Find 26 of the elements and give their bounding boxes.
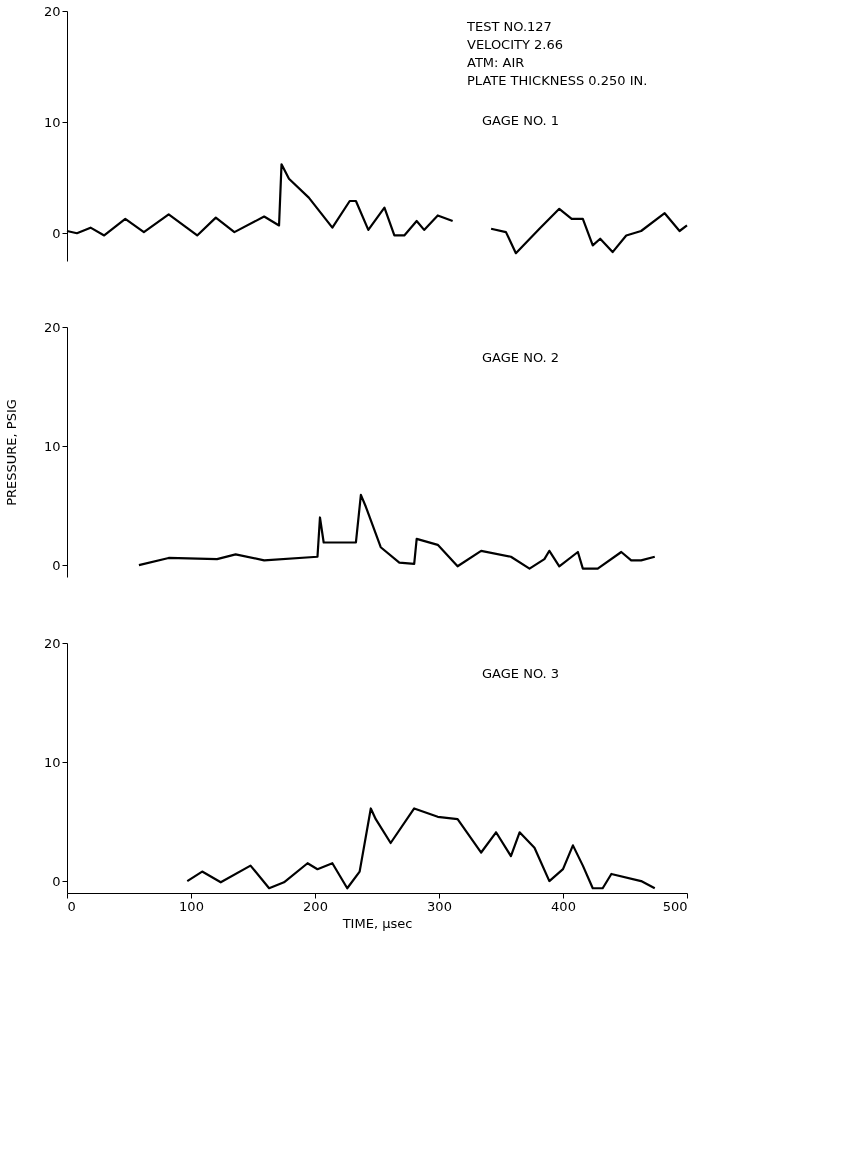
y-tick-label: 10 [43, 754, 61, 770]
line-series [137, 493, 656, 570]
x-tick-label: 400 [551, 898, 576, 914]
x-axis-title: TIME, µsec [341, 915, 413, 931]
annotation: GAGE NO. 3 [482, 666, 560, 681]
x-tick-label: 200 [303, 898, 328, 914]
annotation: PLATE THICKNESS 0.250 IN. [467, 73, 648, 88]
y-tick-label: 0 [52, 225, 61, 241]
annotation: GAGE NO. 2 [482, 350, 560, 365]
x-tick-label: 0 [67, 898, 76, 914]
y-tick-label: 20 [43, 3, 61, 19]
x-tick-label: 100 [179, 898, 204, 914]
y-tick-label: 20 [43, 319, 61, 335]
annotation: GAGE NO. 1 [482, 113, 560, 128]
y-axis-title: PRESSURE, PSIG [3, 399, 19, 506]
y-tick-label: 0 [52, 873, 61, 889]
y-tick-label: 0 [52, 557, 61, 573]
annotation: VELOCITY 2.66 [467, 37, 563, 52]
annotation: TEST NO.127 [466, 19, 552, 34]
x-tick-label: 300 [427, 898, 452, 914]
y-tick-label: 20 [43, 635, 61, 651]
annotation: ATM: AIR [467, 55, 525, 70]
y-tick-label: 10 [43, 114, 61, 130]
line-series [186, 807, 656, 890]
y-tick-label: 10 [43, 438, 61, 454]
x-tick-label: 500 [662, 898, 688, 914]
